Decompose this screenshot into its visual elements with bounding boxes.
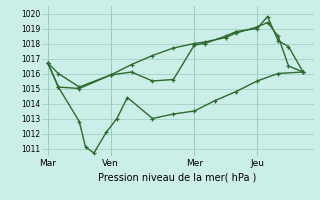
Text: Jeu: Jeu [250, 159, 264, 168]
Text: Pression niveau de la mer( hPa ): Pression niveau de la mer( hPa ) [99, 173, 257, 183]
Text: Ven: Ven [102, 159, 119, 168]
Text: Mar: Mar [39, 159, 56, 168]
Text: Mer: Mer [186, 159, 203, 168]
